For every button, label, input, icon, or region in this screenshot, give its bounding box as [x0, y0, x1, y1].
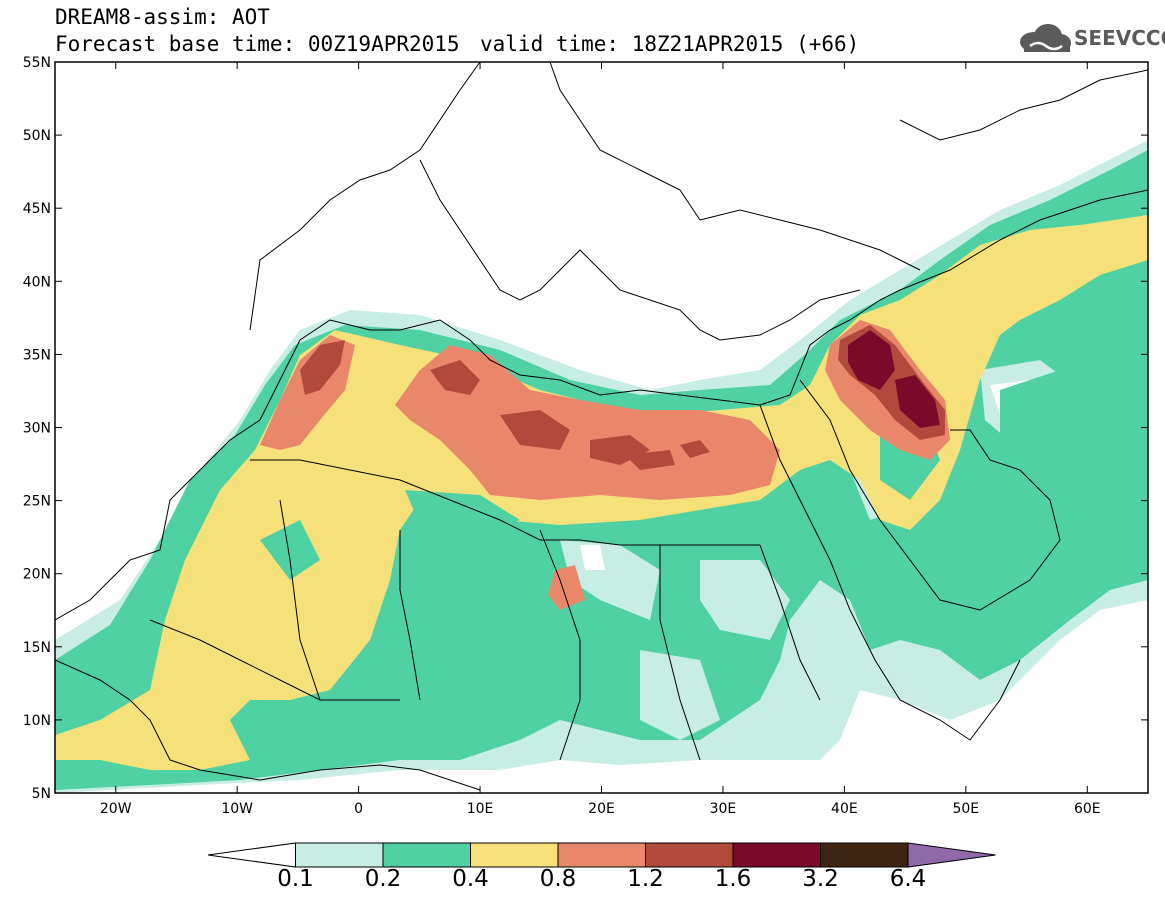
colorbar-max-arrow	[907, 842, 996, 868]
lon-tick-label: 0	[354, 801, 363, 817]
lon-tick-label: 60E	[1074, 801, 1101, 817]
aot-patch-white-b	[580, 545, 605, 570]
cloud-icon	[1020, 24, 1071, 52]
colorbar-label: 1.6	[714, 866, 752, 892]
title-valid-time: valid time: 18Z21APR2015 (+66)	[480, 32, 860, 56]
colorbar-label: 6.4	[889, 866, 927, 892]
axis-ticks: 20W 10W 0 10E 20E 30E 40E 50E 60E 5N 10N 15N 20N 25N 3…	[23, 55, 1148, 817]
lat-tick-label: 5N	[32, 786, 51, 802]
lat-tick-label: 10N	[23, 713, 51, 729]
aot-patch-lv1b	[700, 560, 790, 640]
colorbar-swatch	[732, 842, 821, 868]
colorbar-label: 0.8	[539, 866, 577, 892]
aot-band-0.8	[260, 320, 950, 610]
aot-patch-lv2b	[405, 490, 520, 540]
aot-patch-lv2d	[1000, 370, 1100, 460]
colorbar-label: 0.2	[364, 866, 402, 892]
aot-patch-lv2a	[260, 520, 320, 580]
lat-tick-label: 50N	[23, 128, 51, 144]
lat-tick-label: 30N	[23, 421, 51, 437]
lon-tick-label: 20W	[100, 801, 132, 817]
lat-tick-label: 25N	[23, 494, 51, 510]
lon-tick-label: 40E	[831, 801, 858, 817]
lon-tick-label: 10E	[467, 801, 494, 817]
aot-field	[55, 140, 1148, 793]
lat-tick-label: 55N	[23, 55, 51, 71]
colorbar-swatch	[295, 842, 384, 868]
coastlines	[55, 62, 1148, 791]
colorbar-swatch	[470, 842, 559, 868]
colorbar-min-arrow	[207, 842, 296, 868]
lat-tick-label: 15N	[23, 640, 51, 656]
colorbar-swatch	[645, 842, 734, 868]
lat-tick-label: 35N	[23, 347, 51, 363]
colorbar-swatch	[820, 842, 909, 868]
lon-tick-label: 20E	[588, 801, 615, 817]
title-base-time: Forecast base time: 00Z19APR2015	[55, 32, 460, 56]
title-line1: DREAM8-assim: AOT	[55, 5, 270, 29]
colorbar-label: 3.2	[802, 866, 839, 892]
lon-tick-label: 30E	[710, 801, 737, 817]
lon-tick-label: 50E	[952, 801, 979, 817]
colorbar	[207, 842, 996, 868]
lat-tick-label: 20N	[23, 567, 51, 583]
seevccc-logo: SEEVCCC	[1018, 20, 1165, 58]
lat-tick-label: 40N	[23, 274, 51, 290]
lon-tick-label: 10W	[221, 801, 253, 817]
aot-band-1.6	[848, 330, 940, 428]
lat-tick-label: 45N	[23, 201, 51, 217]
colorbar-label: 0.4	[452, 866, 489, 892]
colorbar-label: 0.1	[277, 866, 314, 892]
colorbar-swatch	[382, 842, 471, 868]
aot-patch-lv1c	[640, 650, 720, 740]
aot-band-1.2	[300, 325, 945, 470]
logo-text: SEEVCCC	[1074, 26, 1165, 50]
colorbar-swatch	[557, 842, 646, 868]
colorbar-label: 1.2	[627, 866, 664, 892]
